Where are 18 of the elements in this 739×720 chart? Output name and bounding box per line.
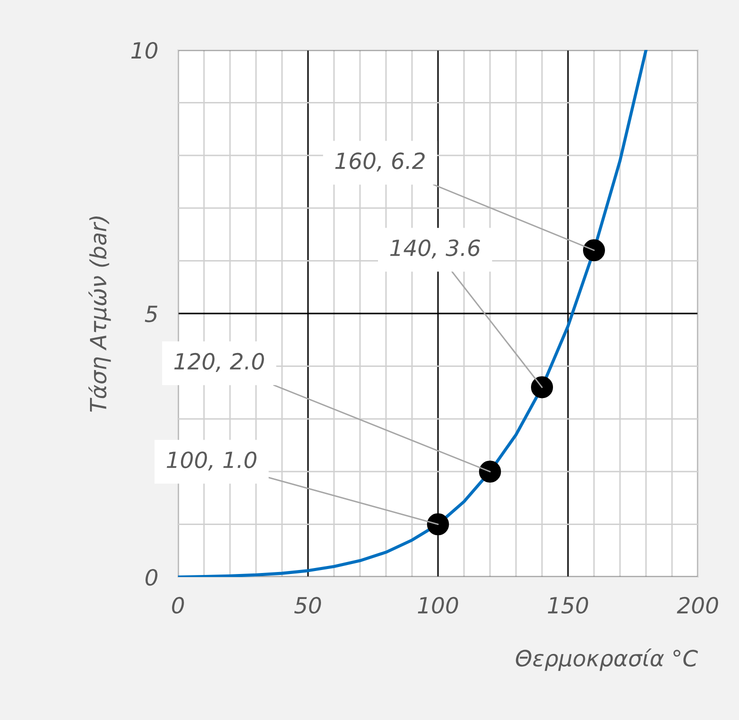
point: [531, 376, 553, 398]
annotation: 120, 2.0: [174, 352, 264, 372]
annotation: 100, 1.0: [166, 451, 256, 471]
annotation: 140, 3.6: [390, 239, 480, 258]
x-tick-label: 50: [294, 596, 322, 614]
x-tick-label: 0: [172, 596, 184, 614]
y-tick-label: 5: [144, 306, 158, 322]
point: [427, 513, 449, 536]
x-tick-label: 200: [676, 596, 718, 614]
x-tick-label: 100: [418, 596, 458, 614]
x-axis-title: Θερμοκρασία °C: [516, 648, 698, 671]
x-tick-label: 150: [548, 596, 588, 614]
y-tick-label: 10: [131, 42, 158, 59]
annotation: 160, 6.2: [335, 152, 425, 172]
point: [479, 460, 501, 483]
y-axis-title: Τάση Ατμών (bar): [88, 216, 111, 412]
point: [583, 239, 605, 262]
y-tick-label: 0: [146, 568, 158, 586]
